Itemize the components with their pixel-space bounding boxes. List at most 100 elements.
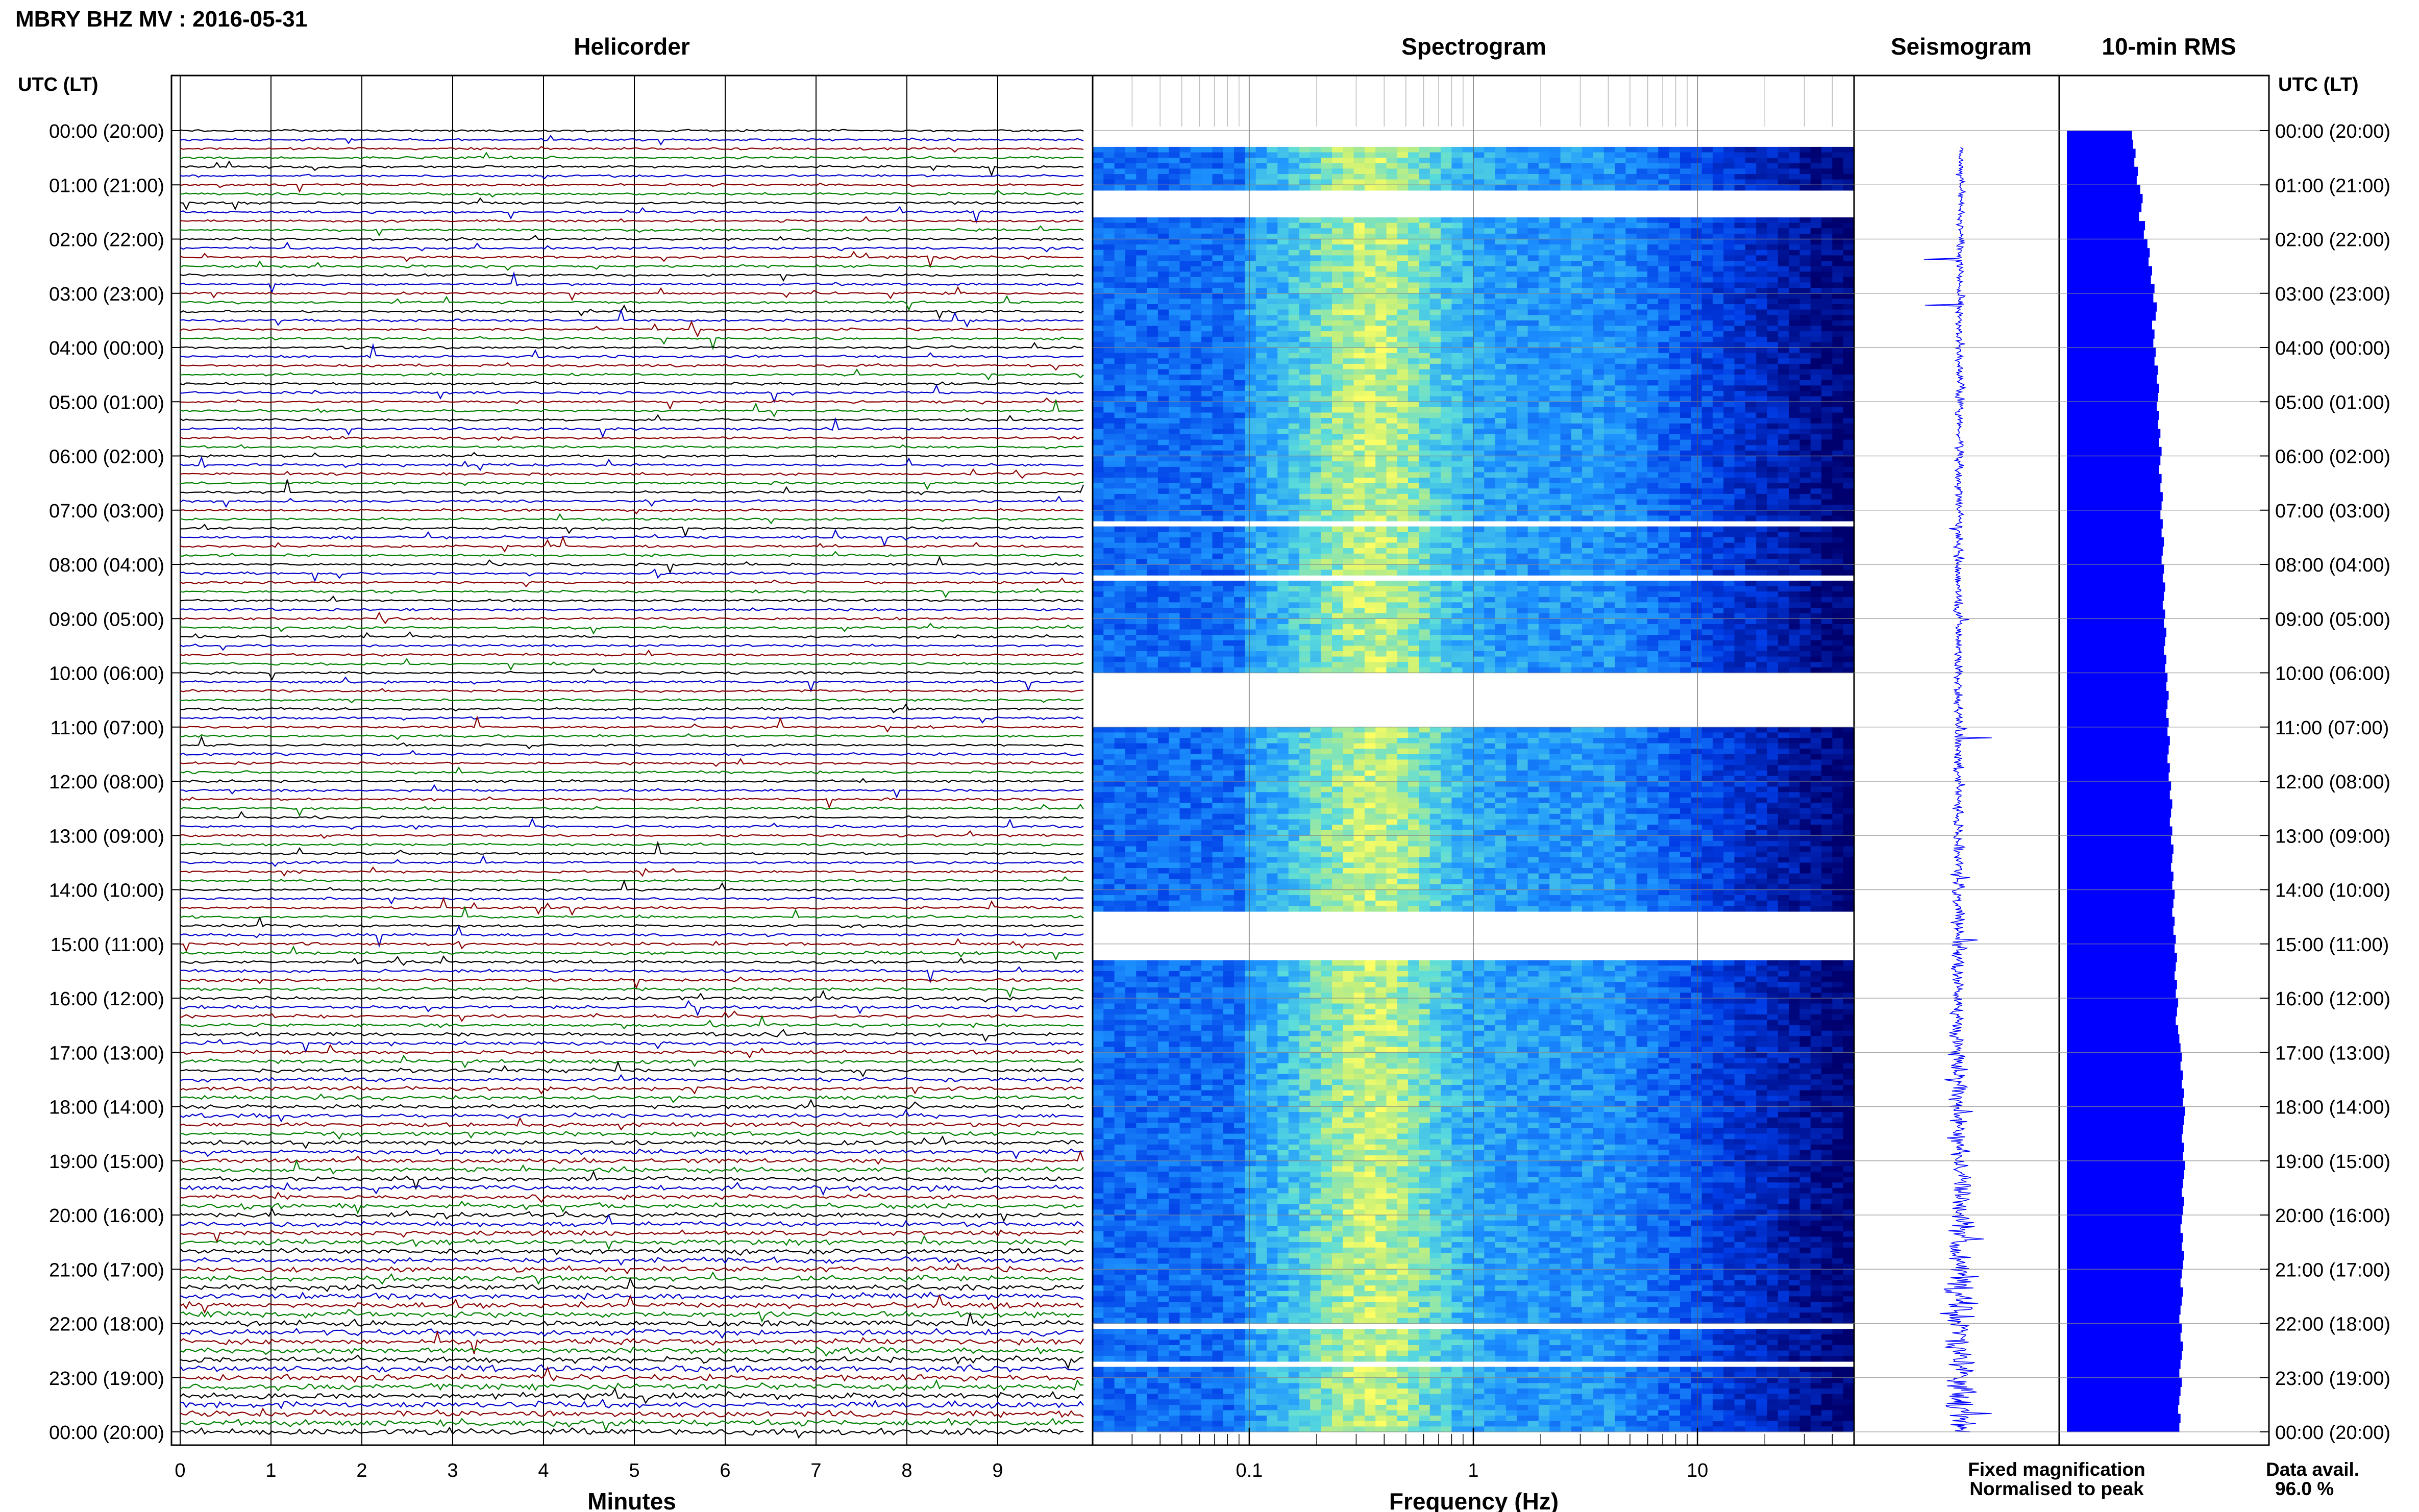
tz-label-left: UTC (LT) bbox=[18, 74, 98, 95]
spectrogram-cell bbox=[1343, 331, 1354, 337]
spectrogram-cell bbox=[1147, 271, 1158, 278]
spectrogram-cell bbox=[1810, 288, 1822, 294]
spectrogram-cell bbox=[1669, 146, 1681, 153]
spectrogram-cell bbox=[1625, 439, 1637, 445]
spectrogram-cell bbox=[1179, 179, 1191, 185]
spectrogram-cell bbox=[1593, 423, 1605, 429]
spectrogram-cell bbox=[1549, 342, 1561, 348]
spectrogram-cell bbox=[1223, 277, 1235, 283]
spectrogram-cell bbox=[1190, 336, 1202, 342]
spectrogram-cell bbox=[1462, 315, 1474, 321]
spectrogram-cell bbox=[1767, 266, 1779, 272]
spectrogram-cell bbox=[1810, 304, 1822, 310]
spectrogram-cell bbox=[1386, 358, 1398, 364]
spectrogram-cell bbox=[1778, 288, 1789, 294]
spectrogram-cell bbox=[1223, 152, 1235, 158]
spectrogram-cell bbox=[1669, 396, 1681, 402]
spectrogram-cell bbox=[1212, 309, 1224, 315]
spectrogram-cell bbox=[1658, 309, 1670, 315]
helicorder-trace bbox=[180, 414, 1084, 422]
spectrogram-cell bbox=[1778, 548, 1789, 554]
spectrogram-cell bbox=[1603, 532, 1615, 538]
spectrogram-cell bbox=[1277, 363, 1289, 370]
spectrogram-cell bbox=[1353, 423, 1365, 429]
spectrogram-cell bbox=[1397, 423, 1409, 429]
spectrogram-cell bbox=[1821, 271, 1833, 278]
spectrogram-cell bbox=[1441, 429, 1452, 435]
spectrogram-cell bbox=[1495, 483, 1507, 489]
spectrogram-cell bbox=[1799, 331, 1811, 337]
spectrogram-cell bbox=[1190, 152, 1202, 158]
spectrogram-cell bbox=[1691, 282, 1702, 288]
spectrogram-cell bbox=[1691, 239, 1702, 245]
spectrogram-cell bbox=[1408, 456, 1420, 462]
spectrogram-cell bbox=[1255, 466, 1267, 473]
spectrogram-cell bbox=[1745, 375, 1757, 381]
spectrogram-cell bbox=[1245, 163, 1256, 169]
spectrogram-cell bbox=[1375, 217, 1387, 224]
spectrogram-cell bbox=[1778, 466, 1789, 473]
spectrogram-cell bbox=[1408, 152, 1420, 158]
spectrogram-cell bbox=[1582, 158, 1594, 164]
spectrogram-cell bbox=[1669, 363, 1681, 370]
spectrogram-cell bbox=[1505, 158, 1517, 164]
spectrogram-cell bbox=[1364, 548, 1376, 554]
spectrogram-cell bbox=[1223, 493, 1235, 500]
spectrogram-cell bbox=[1234, 309, 1246, 315]
spectrogram-cell bbox=[1527, 304, 1539, 310]
spectrogram-cell bbox=[1712, 505, 1724, 511]
spectrogram-cell bbox=[1756, 348, 1768, 354]
spectrogram-cell bbox=[1527, 385, 1539, 391]
spectrogram-cell bbox=[1157, 309, 1169, 315]
spectrogram-cell bbox=[1505, 146, 1517, 153]
spectrogram-cell bbox=[1832, 439, 1844, 445]
spectrogram-cell bbox=[1647, 304, 1659, 310]
spectrogram-cell bbox=[1712, 158, 1724, 164]
spectrogram-cell bbox=[1658, 174, 1670, 180]
spectrogram-cell bbox=[1114, 217, 1126, 224]
spectrogram-cell bbox=[1658, 466, 1670, 473]
spectrogram-cell bbox=[1234, 488, 1246, 494]
spectrogram-cell bbox=[1157, 499, 1169, 505]
spectrogram-cell bbox=[1299, 391, 1311, 397]
spectrogram-cell bbox=[1593, 185, 1605, 191]
helicorder-trace bbox=[180, 668, 1084, 681]
spectrogram-cell bbox=[1582, 542, 1594, 549]
spectrogram-cell bbox=[1669, 526, 1681, 532]
spectrogram-cell bbox=[1615, 185, 1626, 191]
spectrogram-cell bbox=[1625, 391, 1637, 397]
spectrogram-cell bbox=[1582, 179, 1594, 185]
spectrogram-cell bbox=[1473, 271, 1485, 278]
spectrogram-cell bbox=[1429, 222, 1441, 229]
spectrogram-cell bbox=[1288, 445, 1300, 451]
spectrogram-cell bbox=[1419, 472, 1430, 478]
spectrogram-cell bbox=[1093, 385, 1104, 391]
spectrogram-cell bbox=[1799, 250, 1811, 256]
spectrogram-cell bbox=[1593, 418, 1605, 424]
spectrogram-cell bbox=[1441, 299, 1452, 305]
spectrogram-cell bbox=[1767, 293, 1779, 299]
spectrogram-cell bbox=[1582, 168, 1594, 175]
spectrogram-cell bbox=[1429, 510, 1441, 516]
spectrogram-cell bbox=[1103, 217, 1115, 224]
spectrogram-cell bbox=[1625, 396, 1637, 402]
spectrogram-cell bbox=[1625, 450, 1637, 457]
spectrogram-cell bbox=[1832, 488, 1844, 494]
spectrogram-cell bbox=[1625, 146, 1637, 153]
spectrogram-cell bbox=[1125, 483, 1137, 489]
spectrogram-cell bbox=[1462, 331, 1474, 337]
spectrogram-cell bbox=[1734, 515, 1746, 522]
spectrogram-cell bbox=[1582, 510, 1594, 516]
spectrogram-cell bbox=[1505, 228, 1517, 234]
spectrogram-cell bbox=[1701, 304, 1713, 310]
spectrogram-cell bbox=[1843, 293, 1855, 299]
spectrogram-cell bbox=[1408, 271, 1420, 278]
spectrogram-cell bbox=[1451, 336, 1463, 342]
spectrogram-cell bbox=[1234, 179, 1246, 185]
spectrogram-cell bbox=[1734, 450, 1746, 457]
spectrogram-cell bbox=[1527, 255, 1539, 261]
spectrogram-cell bbox=[1299, 304, 1311, 310]
spectrogram-cell bbox=[1234, 434, 1246, 440]
spectrogram-cell bbox=[1353, 293, 1365, 299]
spectrogram-cell bbox=[1125, 152, 1137, 158]
